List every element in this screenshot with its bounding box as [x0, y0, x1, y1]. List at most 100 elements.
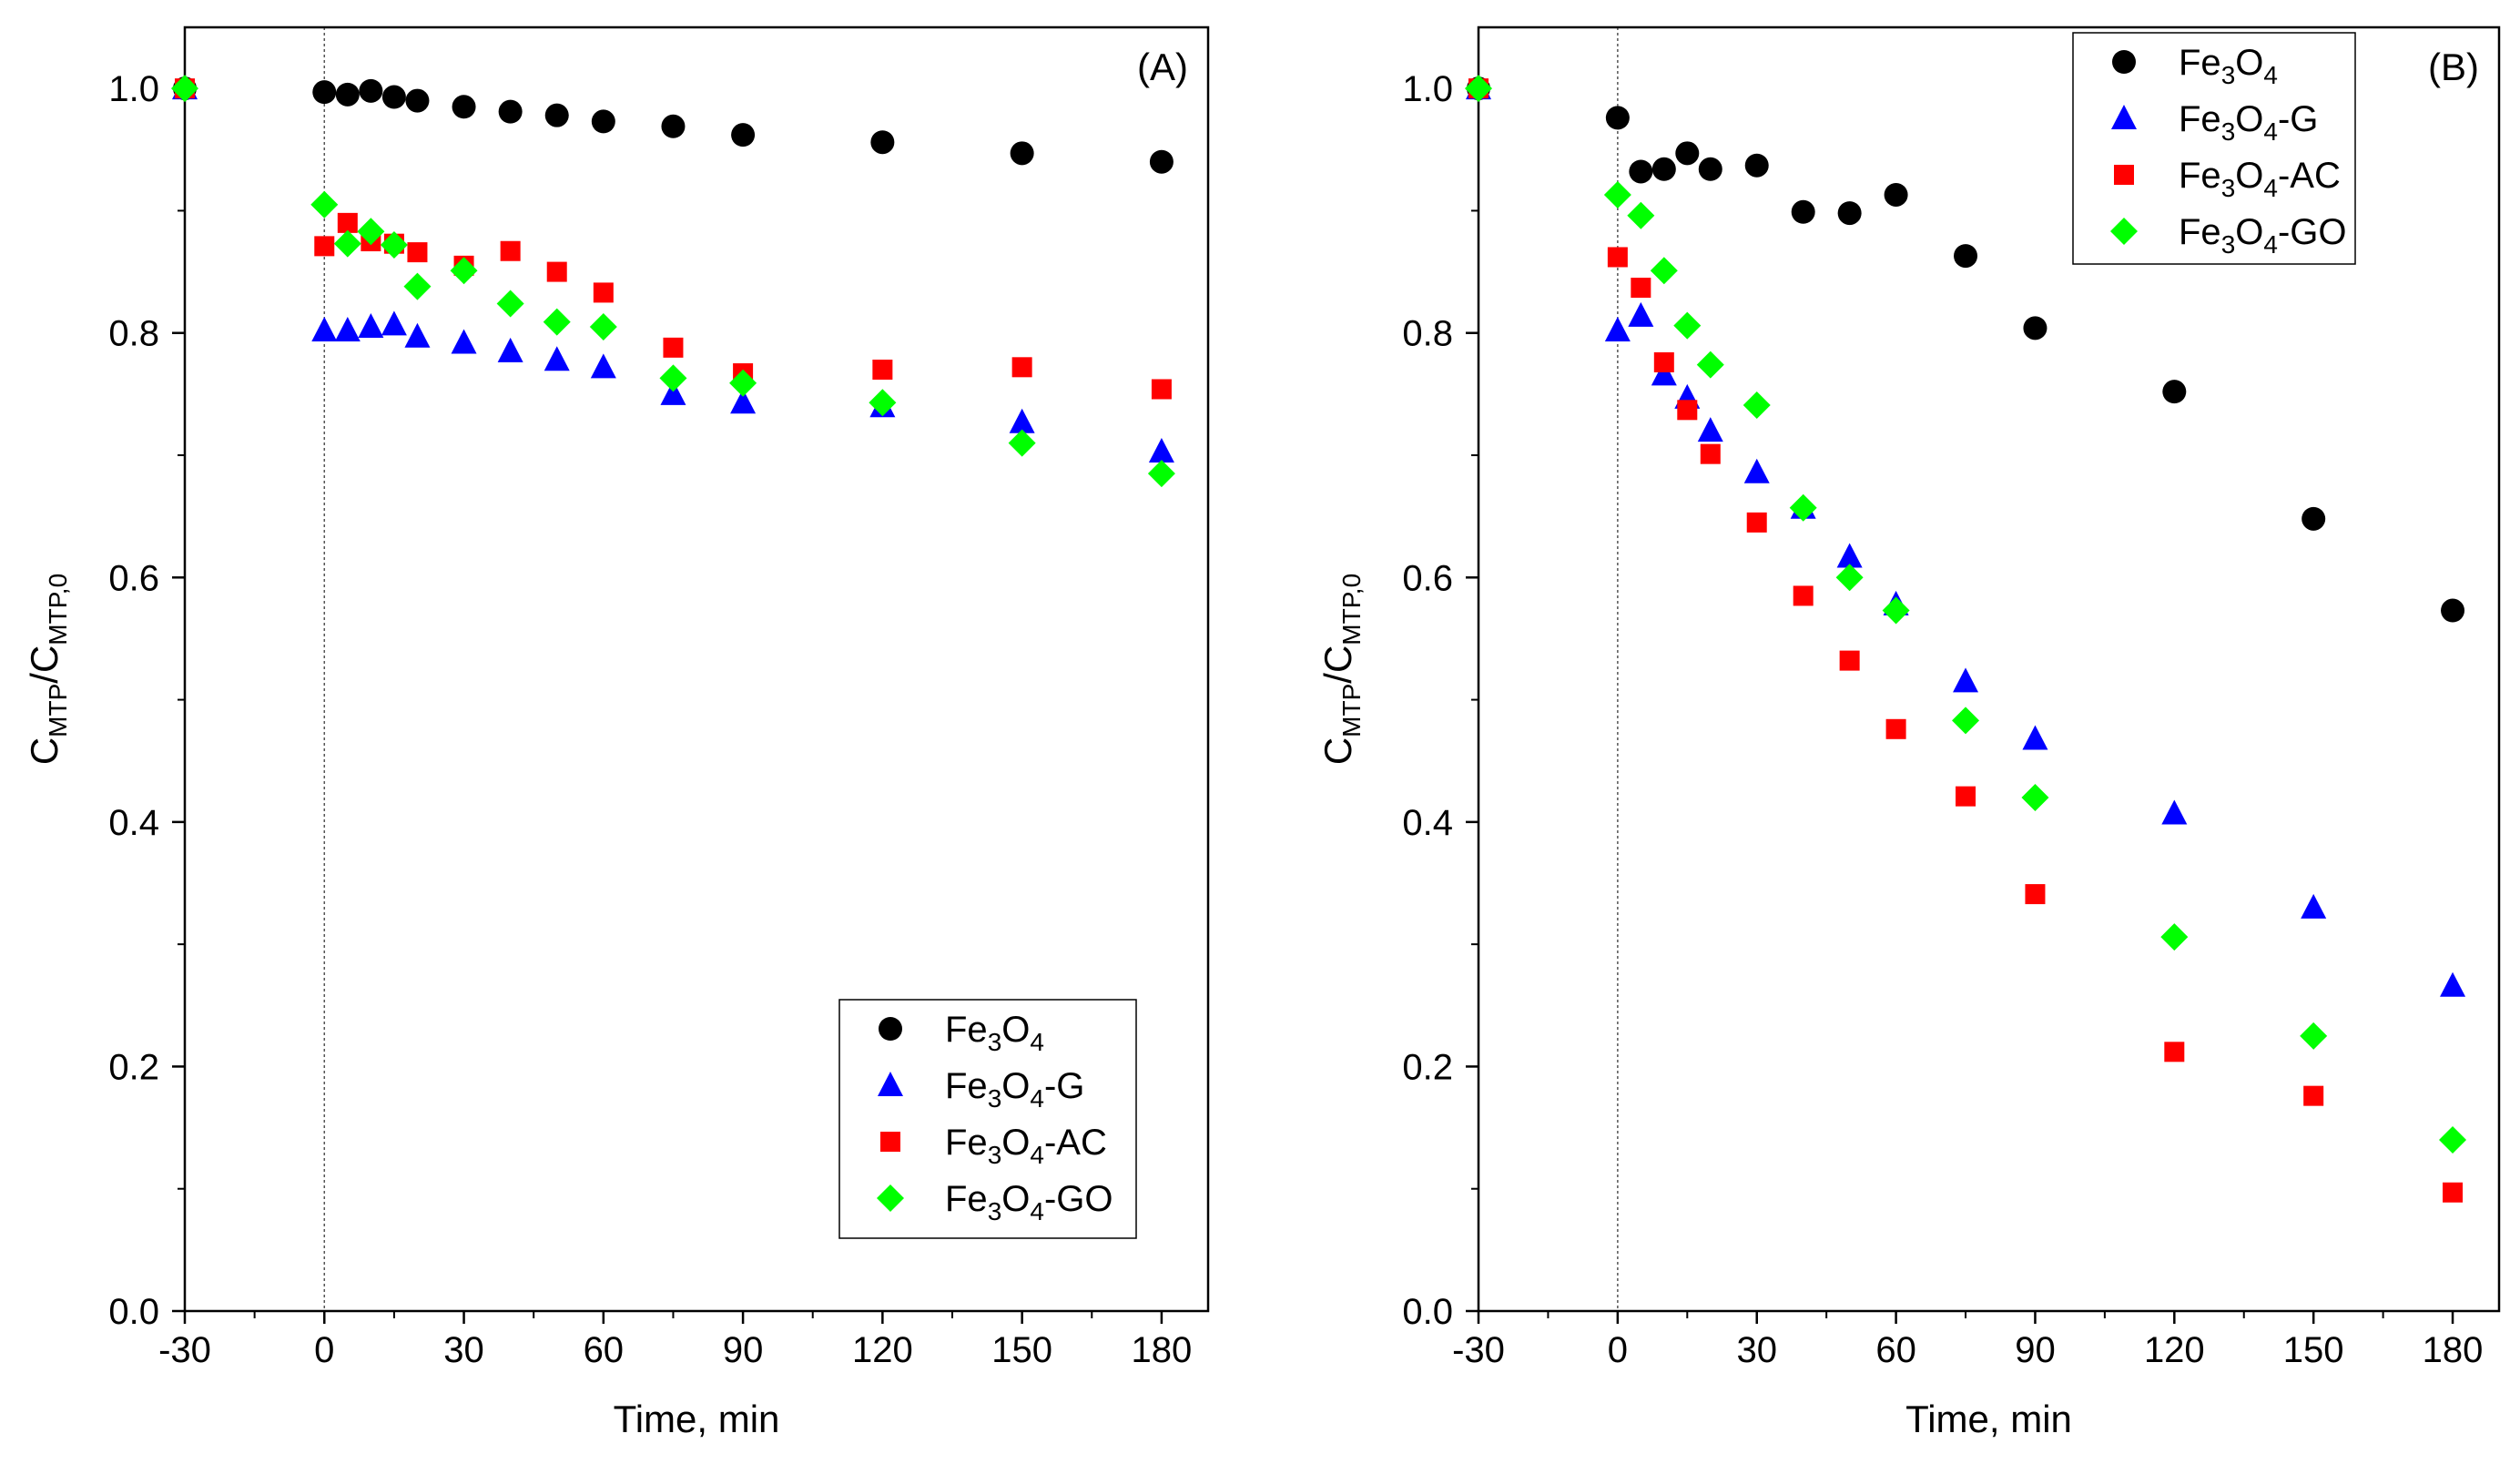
panel-label: (B): [2428, 46, 2479, 88]
data-point: [1791, 199, 1815, 224]
y-label-slash: /C: [1316, 646, 1359, 684]
data-point: [337, 212, 358, 233]
legend-marker: [2111, 105, 2137, 129]
x-tick-label: 30: [1736, 1330, 1777, 1370]
data-point: [1697, 417, 1723, 442]
data-point: [2441, 598, 2465, 623]
y-label-c: C: [23, 737, 66, 765]
data-point: [1677, 400, 1698, 421]
y-label-sub: MTP,0: [44, 574, 72, 646]
data-point: [1700, 443, 1721, 464]
y-tick-label: 0.6: [1402, 558, 1453, 598]
data-point: [2302, 506, 2326, 531]
legend-label-sub: 3: [988, 1084, 1002, 1113]
legend-label-sub: 4: [1030, 1028, 1044, 1056]
x-tick-label: 90: [723, 1330, 764, 1370]
y-tick-label: 0.4: [108, 803, 159, 843]
legend-label-suffix: -G: [2278, 99, 2318, 139]
legend-label-sub: 4: [2263, 230, 2278, 259]
series-fe3o4: [173, 76, 1174, 174]
x-tick-label: 180: [1132, 1330, 1193, 1370]
legend-label-sub: 3: [2221, 61, 2236, 89]
data-point: [334, 317, 361, 342]
data-point: [663, 337, 684, 358]
y-axis-label: CMTP/CMTP,0: [1316, 574, 1366, 765]
data-point: [1607, 247, 1628, 268]
y-tick-label: 1.0: [1402, 69, 1453, 109]
x-tick-label: 120: [2144, 1330, 2205, 1370]
data-point: [1885, 718, 1906, 739]
data-point: [1149, 149, 1174, 174]
legend-label: Fe3O4: [945, 1010, 1044, 1056]
legend-marker: [878, 1072, 903, 1096]
legend-label-suffix: -GO: [1044, 1179, 1113, 1219]
y-tick-label: 0.6: [108, 558, 159, 598]
legend-label-sub: 3: [988, 1197, 1002, 1225]
data-point: [381, 310, 407, 336]
data-point: [2025, 884, 2046, 905]
data-point: [1954, 244, 1978, 269]
legend-label-sub: 4: [1030, 1141, 1044, 1169]
y-label-sub: MTP: [1337, 684, 1366, 737]
legend-label: Fe3O4-AC: [945, 1123, 1107, 1169]
y-tick-label: 0.8: [1402, 314, 1453, 354]
data-point: [1651, 157, 1676, 181]
data-point: [1603, 180, 1631, 208]
data-point: [359, 78, 383, 103]
legend-label-suffix: -GO: [2278, 212, 2347, 252]
data-point: [1882, 596, 1910, 625]
data-point: [171, 75, 198, 103]
legend-label-fe: Fe: [945, 1123, 988, 1163]
y-tick-label: 0.2: [108, 1047, 159, 1087]
data-point: [380, 231, 408, 259]
data-point: [659, 364, 687, 392]
data-point: [1147, 460, 1175, 488]
data-point: [2300, 1022, 2328, 1050]
data-point: [1793, 585, 1814, 606]
data-point: [661, 114, 686, 138]
data-point: [1884, 182, 1908, 207]
x-tick-label: 60: [584, 1330, 625, 1370]
data-point: [1839, 650, 1860, 671]
legend-marker: [880, 1132, 900, 1152]
data-point: [2443, 1182, 2464, 1203]
y-axis-label: CMTP/CMTP,0: [23, 574, 72, 765]
plot-frame: [183, 25, 1210, 1313]
y-tick-label: 0.8: [108, 314, 159, 354]
data-point: [312, 80, 337, 105]
data-point: [1604, 317, 1631, 342]
x-tick-label: 30: [443, 1330, 484, 1370]
legend-label-suffix: -AC: [2278, 156, 2341, 196]
legend-label-o: O: [2235, 43, 2263, 83]
legend-label: Fe3O4: [2179, 43, 2278, 89]
data-point: [2440, 971, 2466, 997]
data-point: [451, 329, 477, 354]
data-point: [591, 109, 615, 134]
legend-marker: [2114, 165, 2134, 185]
data-point: [333, 229, 361, 258]
x-axis-label: Time, min: [1905, 1398, 2072, 1440]
data-point: [1650, 257, 1678, 285]
data-point: [452, 95, 476, 119]
data-point: [590, 353, 616, 379]
legend-label-o: O: [1001, 1010, 1030, 1050]
series-fe3o4-go: [1465, 75, 2467, 1154]
data-point: [544, 346, 570, 371]
data-point: [1953, 667, 1979, 693]
panel-label: (A): [1137, 46, 1188, 88]
data-point: [1698, 157, 1722, 181]
data-point: [1631, 278, 1651, 299]
data-point: [870, 130, 895, 155]
legend-label-suffix: -G: [1044, 1066, 1084, 1106]
chart-panel-a: -30 0 30 60 90 120 150 180 0.0 0.2 0.4 0.6 0.8 1.0 Tim…: [23, 25, 1210, 1440]
data-point: [872, 360, 893, 380]
x-tick-label: 180: [2423, 1330, 2484, 1370]
legend-label-suffix: -AC: [1044, 1123, 1107, 1163]
data-point: [496, 290, 524, 318]
data-point: [1956, 786, 1976, 807]
y-tick-label: 0.0: [1402, 1292, 1453, 1332]
data-point: [2160, 923, 2189, 951]
data-point: [1653, 351, 1674, 372]
